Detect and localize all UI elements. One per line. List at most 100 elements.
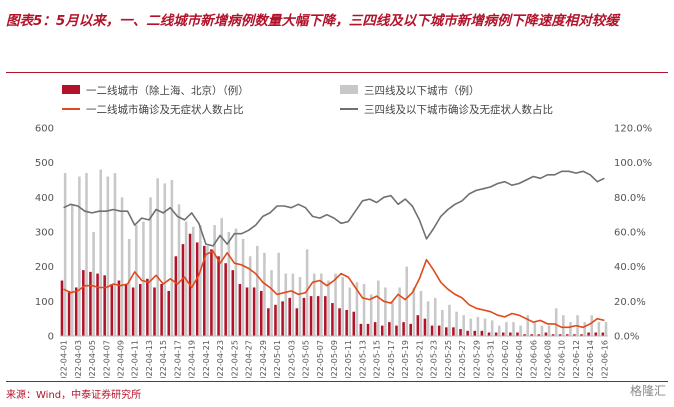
bar-tier12 bbox=[352, 311, 356, 336]
y-right-tick-label: 60.0% bbox=[614, 228, 646, 239]
bar-tier12 bbox=[309, 296, 313, 336]
bar-tier12 bbox=[338, 308, 341, 336]
bar-tier12 bbox=[160, 284, 163, 336]
x-tick-label: 2022-05-25 bbox=[444, 340, 453, 378]
x-tick-label: 2022-05-03 bbox=[287, 340, 296, 378]
source-note: 来源：Wind，中泰证券研究所 bbox=[6, 390, 142, 401]
bar-tier12 bbox=[587, 332, 590, 336]
watermark: 格隆汇 bbox=[629, 384, 666, 398]
bar-tier34 bbox=[526, 315, 530, 336]
bar-tier12 bbox=[359, 323, 363, 336]
bar-tier12 bbox=[288, 297, 291, 336]
bar-tier12 bbox=[558, 334, 562, 336]
y-left-tick-label: 600 bbox=[35, 124, 54, 135]
bar-tier12 bbox=[373, 322, 377, 336]
bar-tier34 bbox=[298, 277, 302, 336]
bar-tier34 bbox=[149, 197, 152, 336]
legend-label-1: 三四线及以下城市（例） bbox=[364, 84, 480, 97]
bar-tier34 bbox=[412, 287, 416, 336]
bar-tier12 bbox=[117, 280, 121, 336]
bar-tier12 bbox=[494, 332, 498, 336]
bar-tier12 bbox=[110, 284, 114, 336]
bar-tier12 bbox=[146, 278, 149, 336]
x-tick-label: 2022-04-27 bbox=[245, 340, 254, 378]
legend-swatch-1 bbox=[340, 85, 358, 94]
legend-swatch-0 bbox=[62, 85, 80, 94]
x-tick-label: 2022-05-23 bbox=[430, 340, 439, 378]
y-left-tick-label: 100 bbox=[35, 297, 54, 308]
bar-tier34 bbox=[348, 287, 352, 336]
bar-tier34 bbox=[533, 322, 537, 336]
bar-tier34 bbox=[163, 183, 167, 336]
bar-tier12 bbox=[580, 334, 583, 336]
bar-tier12 bbox=[210, 249, 213, 336]
chart-title: 图表5：5月以来，一、二线城市新增病例数量大幅下降，三四线及以下城市新增病例下降… bbox=[6, 13, 619, 29]
x-tick-label: 2022-04-09 bbox=[116, 340, 125, 378]
bar-tier12 bbox=[345, 310, 348, 336]
bar-tier34 bbox=[362, 284, 366, 336]
bar-tier34 bbox=[448, 304, 451, 336]
x-tick-label: 2022-04-17 bbox=[173, 340, 182, 378]
bar-tier34 bbox=[583, 322, 586, 336]
bar-tier34 bbox=[120, 197, 124, 336]
x-tick-label: 2022-06-12 bbox=[572, 340, 581, 378]
bar-tier12 bbox=[380, 325, 384, 336]
source-divider bbox=[6, 381, 668, 382]
bar-tier34 bbox=[441, 310, 444, 336]
bar-tier34 bbox=[170, 180, 174, 336]
x-tick-label: 2022-04-21 bbox=[202, 340, 211, 378]
chart-title-box: 图表5：5月以来，一、二线城市新增病例数量大幅下降，三四线及以下城市新增病例下降… bbox=[6, 8, 646, 35]
chart: 一二线城市（除上海、北京）（例） 三四线及以下城市（例） 一二线城市确诊及无症状人数… bbox=[35, 84, 652, 379]
x-tick-label: 2022-04-23 bbox=[216, 340, 225, 378]
bar-tier12 bbox=[366, 323, 370, 336]
bar-tier12 bbox=[324, 296, 327, 336]
bar-tier34 bbox=[469, 318, 473, 336]
bar-tier34 bbox=[263, 252, 266, 336]
bar-tier12 bbox=[238, 284, 242, 336]
bar-tier34 bbox=[604, 322, 608, 336]
bar-tier34 bbox=[248, 256, 252, 336]
bar-tier34 bbox=[206, 245, 209, 336]
bar-tier12 bbox=[131, 287, 135, 336]
bar-tier34 bbox=[455, 311, 458, 336]
legend-label-0: 一二线城市（除上海、北京）（例） bbox=[86, 84, 249, 97]
x-tick-label: 2022-04-15 bbox=[159, 340, 168, 378]
bar-tier12 bbox=[480, 330, 484, 336]
chart-axes: 0 100 200 300 400 500 600 0.0% 20.0% 40.0% 60.0% 80… bbox=[35, 124, 652, 379]
x-tick-label: 2022-05-17 bbox=[387, 340, 396, 378]
bar-tier12 bbox=[245, 287, 249, 336]
bar-tier12 bbox=[409, 323, 412, 336]
bar-tier12 bbox=[445, 327, 448, 336]
x-tick-label: 2022-06-10 bbox=[558, 340, 567, 378]
x-tick-label: 2022-04-11 bbox=[131, 340, 140, 378]
bar-tier12 bbox=[466, 330, 469, 336]
bar-tier34 bbox=[547, 325, 551, 336]
x-tick-label: 2022-05-29 bbox=[472, 340, 481, 378]
bar-tier12 bbox=[402, 322, 405, 336]
bar-tier12 bbox=[103, 275, 106, 336]
bar-tier34 bbox=[540, 325, 544, 336]
bar-tier34 bbox=[483, 318, 487, 336]
bar-tier34 bbox=[127, 238, 131, 336]
bar-tier34 bbox=[312, 273, 316, 336]
bar-tier34 bbox=[113, 173, 117, 336]
bar-tier34 bbox=[70, 204, 74, 336]
bar-tier34 bbox=[305, 249, 309, 336]
x-tick-label: 2022-06-16 bbox=[600, 340, 609, 378]
x-tick-label: 2022-05-15 bbox=[373, 340, 382, 378]
bar-tier34 bbox=[63, 173, 67, 336]
x-tick-label: 2022-05-19 bbox=[401, 340, 410, 378]
bar-tier12 bbox=[252, 287, 256, 336]
bar-tier12 bbox=[473, 330, 477, 336]
x-tick-label: 2022-06-08 bbox=[544, 340, 553, 378]
title-divider bbox=[6, 72, 668, 73]
bars-tier34 bbox=[63, 169, 608, 336]
x-tick-label: 2022-06-14 bbox=[586, 340, 595, 378]
legend-label-3: 三四线及以下城市确诊及无症状人数占比 bbox=[364, 103, 553, 116]
bar-tier34 bbox=[320, 273, 323, 336]
line-tier12-share bbox=[63, 250, 605, 329]
bar-tier34 bbox=[177, 204, 181, 336]
bar-tier12 bbox=[430, 325, 434, 336]
bar-tier12 bbox=[295, 308, 299, 336]
y-right-tick-label: 100.0% bbox=[614, 158, 652, 169]
